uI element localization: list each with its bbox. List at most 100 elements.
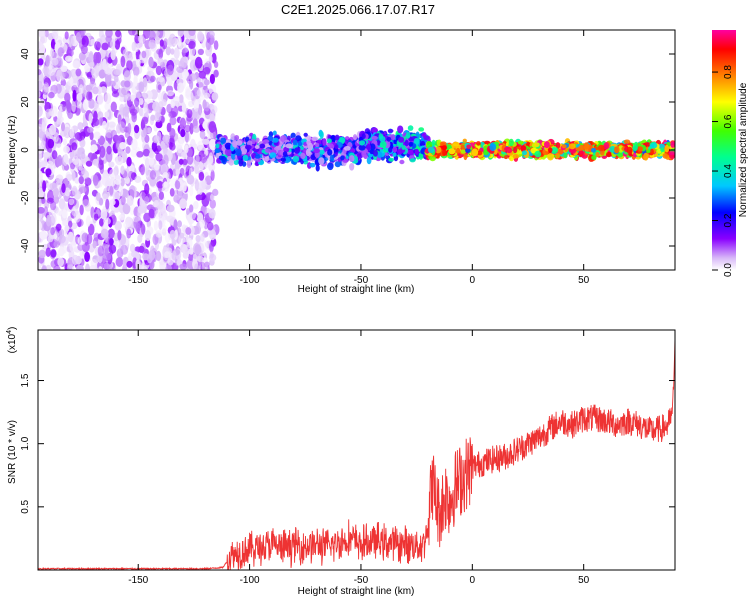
- heatmap-cell: [197, 31, 204, 41]
- heatmap-cell: [163, 181, 168, 188]
- heatmap-cell: [164, 30, 171, 39]
- heatmap-cell: [170, 48, 175, 55]
- heatmap-cell: [583, 143, 590, 150]
- heatmap-cell: [44, 30, 49, 38]
- heatmap-cell: [85, 160, 93, 167]
- heatmap-cell: [126, 260, 133, 268]
- heatmap-cell: [132, 66, 140, 77]
- heatmap-cell: [176, 35, 182, 47]
- heatmap-cell: [120, 195, 126, 206]
- heatmap-cell: [154, 112, 162, 123]
- heatmap-cell: [106, 67, 112, 75]
- heatmap-cell: [466, 144, 472, 150]
- heatmap-cell: [61, 183, 66, 194]
- heatmap-cell: [184, 130, 189, 143]
- heatmap-cell: [57, 257, 65, 267]
- heatmap-cell: [157, 92, 163, 102]
- heatmap-cell: [246, 160, 252, 169]
- heatmap-cell: [92, 84, 99, 97]
- heatmap-cell: [534, 142, 540, 148]
- heatmap-cell: [179, 167, 185, 177]
- heatmap-cell: [45, 168, 52, 176]
- heatmap-cell: [259, 143, 266, 149]
- heatmap-cell: [174, 59, 180, 66]
- heatmap-cell: [130, 94, 136, 102]
- heatmap-cell: [175, 180, 181, 190]
- heatmap-cell: [71, 171, 76, 182]
- heatmap-cell: [407, 125, 414, 131]
- heatmap-cell: [431, 139, 436, 148]
- heatmap-cell: [98, 266, 103, 270]
- heatmap-cell: [292, 155, 300, 163]
- heatmap-cell: [71, 206, 79, 217]
- heatmap-cell: [282, 151, 288, 157]
- heatmap-cell: [202, 120, 208, 130]
- heatmap-cell: [452, 141, 460, 147]
- heatmap-cells: [38, 30, 675, 270]
- heatmap-cell: [172, 96, 181, 104]
- heatmap-cell: [72, 78, 79, 88]
- heatmap-cell: [348, 155, 355, 162]
- heatmap-cell: [71, 142, 78, 151]
- heatmap-cell: [176, 66, 185, 73]
- heatmap-cell: [55, 223, 62, 231]
- heatmap-cell: [63, 126, 71, 139]
- heatmap-cell: [125, 146, 131, 154]
- heatmap-cell: [185, 248, 191, 255]
- heatmap-cell: [82, 99, 89, 111]
- heatmap-cell: [649, 148, 654, 156]
- heatmap-cell: [181, 103, 187, 113]
- heatmap-cell: [213, 61, 219, 68]
- heatmap-cell: [119, 107, 125, 116]
- heatmap-cell: [92, 174, 99, 186]
- heatmap-cell: [85, 263, 90, 270]
- heatmap-cell: [81, 35, 89, 48]
- heatmap-cell: [115, 135, 122, 144]
- figure-title: C2E1.2025.066.17.07.R17: [281, 2, 435, 17]
- heatmap-cell: [100, 86, 107, 94]
- heatmap-cell: [200, 233, 205, 242]
- heatmap-cell: [623, 139, 631, 144]
- heatmap-cell: [181, 48, 186, 58]
- heatmap-cell: [39, 230, 48, 240]
- heatmap-cell: [189, 204, 194, 213]
- heatmap-cell: [166, 78, 173, 86]
- heatmap-cell: [126, 195, 134, 206]
- heatmap-cell: [84, 184, 89, 196]
- heatmap-cell: [209, 113, 215, 123]
- heatmap-cell: [166, 171, 171, 183]
- heatmap-cell: [68, 220, 73, 228]
- heatmap-cell: [79, 30, 86, 36]
- heatmap-cell: [141, 116, 149, 125]
- heatmap-cell: [606, 151, 612, 158]
- heatmap-cell: [126, 228, 132, 239]
- heatmap-cell: [414, 148, 419, 155]
- heatmap-cell: [126, 156, 132, 167]
- y-tick-label: 1.0: [20, 436, 31, 450]
- heatmap-cell: [153, 199, 159, 207]
- heatmap-cell: [397, 125, 404, 134]
- heatmap-cell: [120, 177, 125, 187]
- heatmap-cell: [460, 149, 467, 154]
- heatmap-cell: [144, 196, 150, 204]
- heatmap-cell: [40, 161, 48, 168]
- heatmap-cell: [150, 114, 156, 122]
- heatmap-cell: [179, 198, 188, 209]
- heatmap-cell: [175, 138, 184, 149]
- heatmap-cell: [38, 261, 42, 270]
- heatmap-cell: [489, 143, 497, 152]
- heatmap-cell: [186, 109, 193, 119]
- snr-chart: -150 -100 -50 0 500.51.01.5 Height of straig…: [6, 327, 676, 597]
- heatmap-cell: [205, 175, 213, 185]
- heatmap-cell: [60, 65, 68, 73]
- heatmap-cell: [199, 219, 205, 229]
- heatmap-cell: [114, 178, 122, 185]
- heatmap-cell: [114, 75, 119, 83]
- heatmap-cell: [255, 137, 260, 143]
- heatmap-cell: [65, 55, 73, 62]
- heatmap-cell: [131, 41, 136, 52]
- heatmap-cell: [78, 84, 84, 95]
- heatmap-cell: [38, 90, 41, 99]
- heatmap-cell: [142, 77, 148, 88]
- heatmap-cell: [148, 39, 157, 49]
